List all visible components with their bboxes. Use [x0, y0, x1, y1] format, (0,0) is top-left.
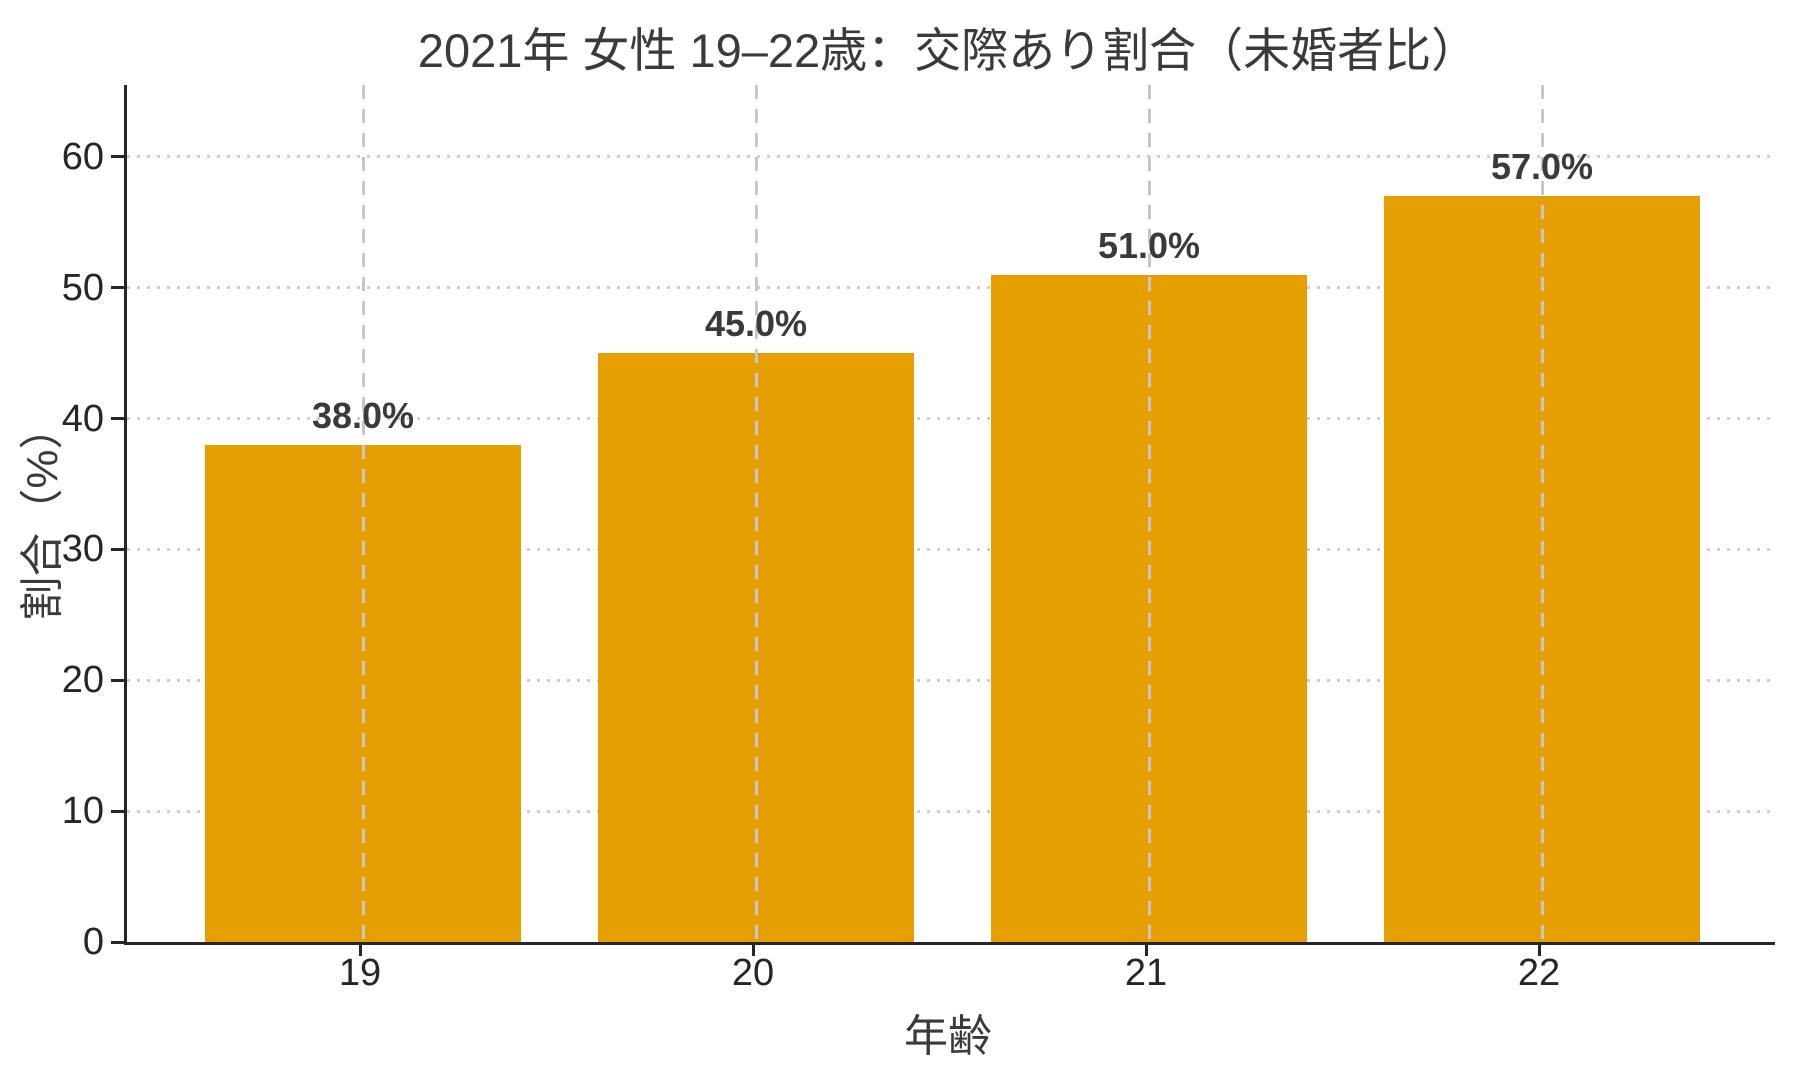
x-tick-mark: [1144, 945, 1148, 956]
y-tick-label: 40: [61, 397, 104, 440]
vertical-gridline: [1147, 85, 1151, 942]
bar-value-label: 38.0%: [311, 394, 415, 436]
horizontal-gridline: [127, 155, 1775, 159]
y-tick-mark: [111, 809, 124, 813]
x-tick-mark: [1537, 945, 1541, 956]
y-tick-mark: [111, 417, 124, 421]
y-tick-mark: [111, 286, 124, 290]
horizontal-gridline: [127, 809, 1775, 813]
y-tick-label: 10: [61, 790, 104, 833]
x-tick-label: 21: [1124, 952, 1168, 994]
horizontal-gridline: [127, 678, 1775, 682]
y-tick-mark: [111, 155, 124, 159]
x-tick-label: 19: [338, 952, 382, 994]
horizontal-gridline: [127, 547, 1775, 551]
y-tick-label: 60: [61, 135, 104, 178]
vertical-gridline: [754, 85, 758, 942]
x-tick-mark: [358, 945, 362, 956]
x-tick-mark: [751, 945, 755, 956]
vertical-gridline: [1540, 85, 1544, 942]
y-tick-mark: [111, 547, 124, 551]
x-tick-label: 20: [731, 952, 775, 994]
y-tick-label: 30: [61, 528, 104, 571]
y-tick-mark: [111, 678, 124, 682]
bar-value-label: 51.0%: [1097, 224, 1201, 266]
y-tick-label: 20: [61, 659, 104, 702]
y-tick-mark: [111, 940, 124, 944]
plot-area: 38.0% 45.0% 51.0% 57.0%: [124, 85, 1775, 945]
horizontal-gridline: [127, 286, 1775, 290]
bar-value-label: 45.0%: [704, 303, 808, 345]
x-axis-label: 年齢: [904, 1012, 992, 1061]
y-tick-label: 50: [61, 266, 104, 309]
y-axis-label: 割合（%）: [18, 405, 67, 621]
x-tick-label: 22: [1517, 952, 1561, 994]
y-tick-label: 0: [82, 921, 104, 963]
vertical-gridline: [361, 85, 365, 942]
bar-value-label: 57.0%: [1490, 146, 1594, 188]
chart-title: 2021年 女性 19–22歳：交際あり割合（未婚者比）: [417, 24, 1479, 77]
horizontal-gridline: [127, 417, 1775, 421]
